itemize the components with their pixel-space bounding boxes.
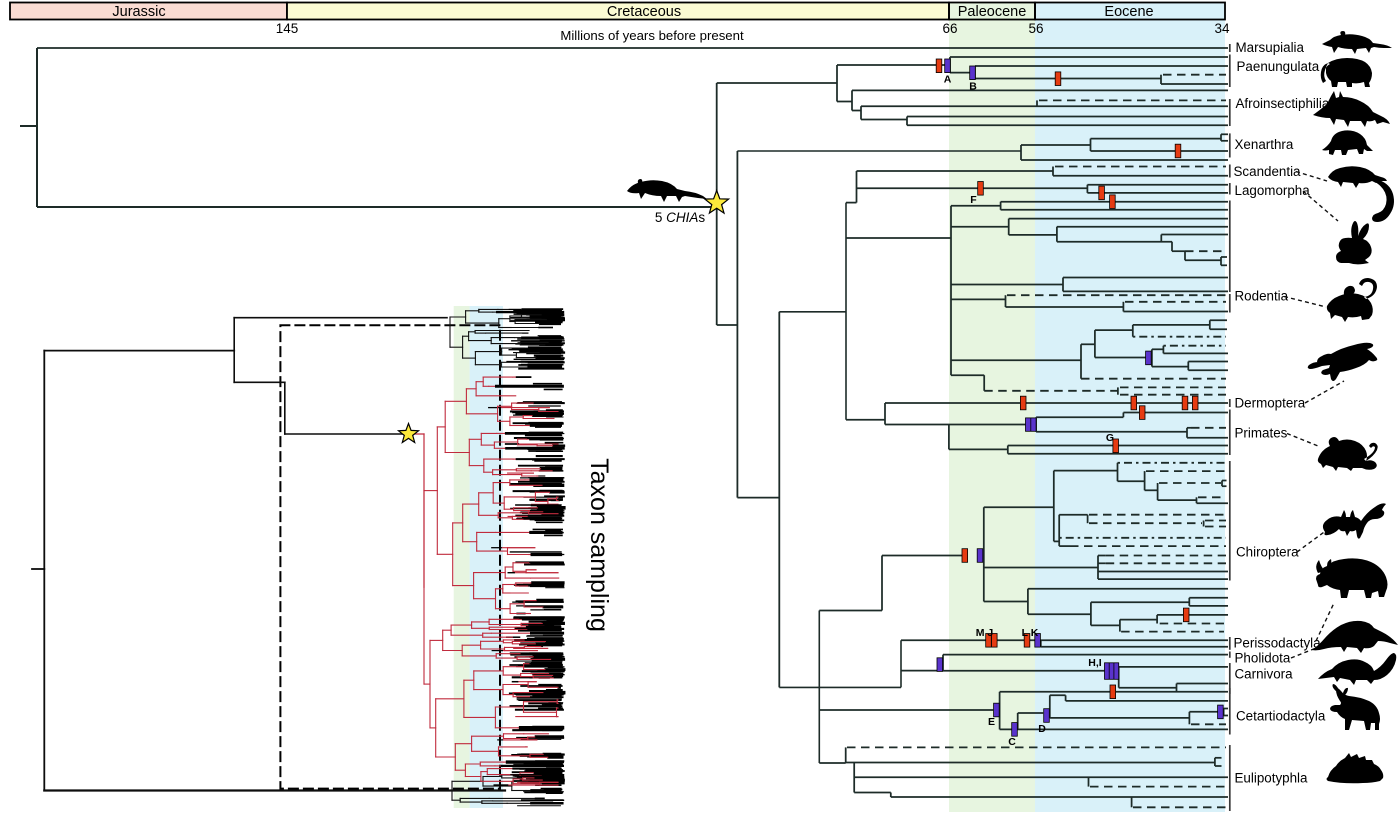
svg-text:Paleocene: Paleocene <box>958 4 1027 20</box>
svg-text:Carnivora: Carnivora <box>1235 667 1294 682</box>
svg-text:C: C <box>1008 736 1016 748</box>
svg-text:66: 66 <box>942 21 957 36</box>
svg-text:Marsupialia: Marsupialia <box>1236 40 1305 55</box>
svg-text:G: G <box>1106 432 1114 444</box>
svg-text:E: E <box>988 716 995 728</box>
svg-text:A: A <box>944 74 952 86</box>
svg-text:Millions of years before prese: Millions of years before present <box>560 28 744 43</box>
svg-text:34: 34 <box>1214 21 1230 36</box>
svg-text:Cretaceous: Cretaceous <box>607 4 681 20</box>
svg-text:B: B <box>969 81 977 93</box>
svg-text:145: 145 <box>276 21 299 36</box>
svg-text:M J: M J <box>976 627 994 639</box>
svg-text:L K: L K <box>1022 627 1039 639</box>
svg-text:Jurassic: Jurassic <box>112 4 165 20</box>
svg-text:F: F <box>970 194 977 206</box>
svg-text:56: 56 <box>1028 21 1043 36</box>
svg-text:D: D <box>1038 723 1046 735</box>
svg-text:5 CHIAs: 5 CHIAs <box>655 210 706 225</box>
svg-text:Perissodactyla: Perissodactyla <box>1234 636 1322 651</box>
svg-text:Pholidota: Pholidota <box>1235 651 1291 666</box>
svg-text:Eocene: Eocene <box>1104 4 1153 20</box>
svg-text:H,I: H,I <box>1088 657 1102 669</box>
svg-text:Afroinsectiphilia: Afroinsectiphilia <box>1236 96 1330 111</box>
svg-text:Rodentia: Rodentia <box>1235 289 1289 304</box>
svg-text:Eulipotyphla: Eulipotyphla <box>1235 771 1309 786</box>
svg-text:Xenarthra: Xenarthra <box>1235 137 1294 152</box>
svg-text:Cetartiodactyla: Cetartiodactyla <box>1236 709 1326 724</box>
svg-text:Paenungulata: Paenungulata <box>1237 59 1320 74</box>
svg-text:Dermoptera: Dermoptera <box>1235 396 1306 411</box>
svg-text:Lagomorpha: Lagomorpha <box>1235 183 1311 198</box>
svg-text:Chiroptera: Chiroptera <box>1236 545 1299 560</box>
svg-text:Primates: Primates <box>1235 426 1288 441</box>
svg-text:Scandentia: Scandentia <box>1234 164 1302 179</box>
svg-text:Taxon sampling: Taxon sampling <box>585 458 613 632</box>
